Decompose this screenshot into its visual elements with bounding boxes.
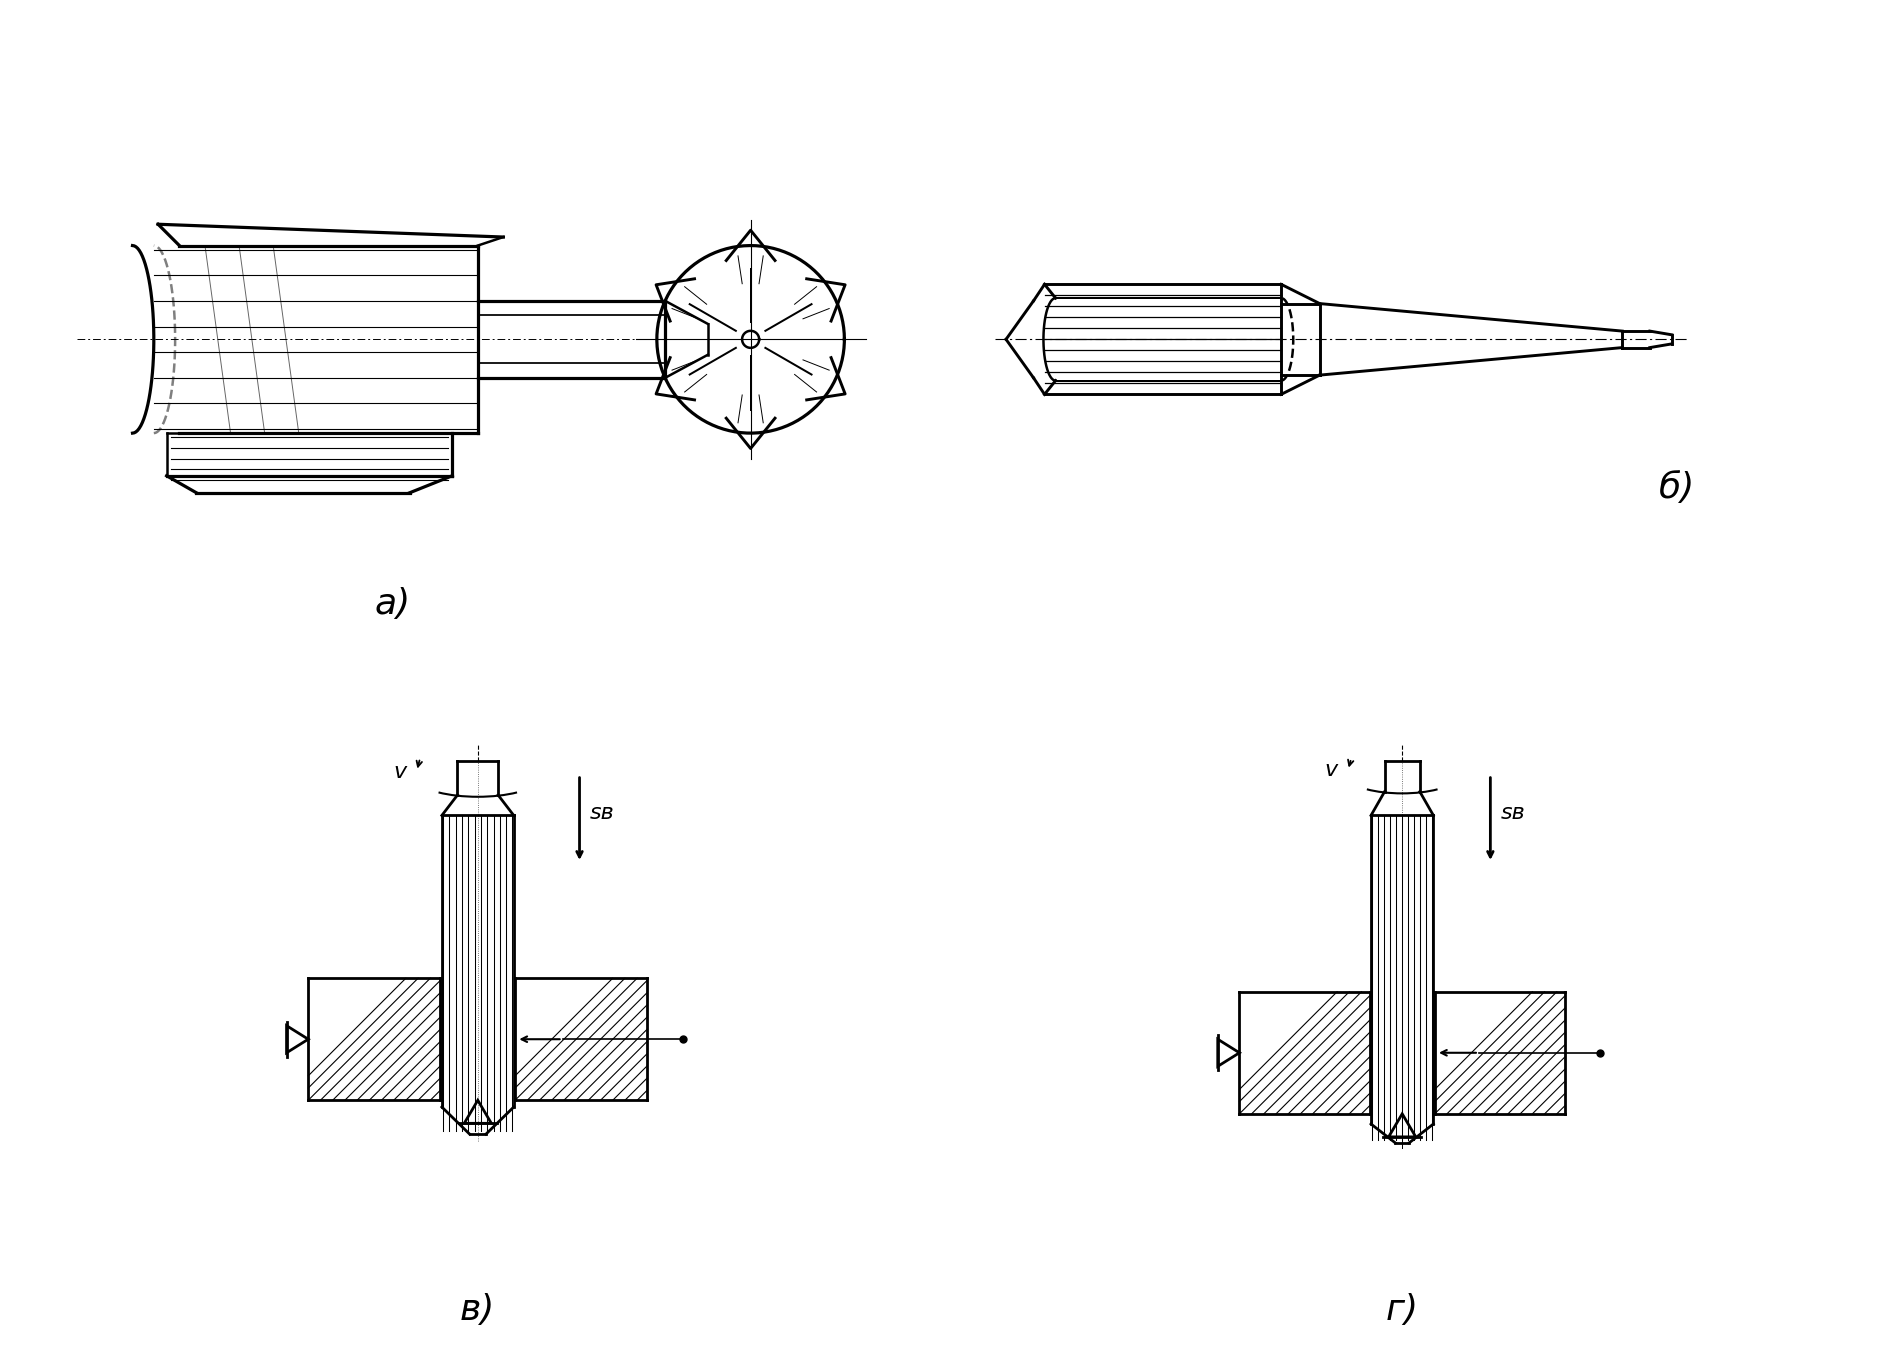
Text: б): б) [1660, 471, 1696, 505]
Text: а): а) [374, 587, 410, 621]
Text: v: v [393, 762, 406, 782]
Text: в): в) [461, 1294, 496, 1328]
Text: sв: sв [590, 803, 615, 823]
Text: sв: sв [1500, 803, 1525, 823]
Text: г): г) [1386, 1294, 1419, 1328]
Text: v: v [1324, 760, 1337, 781]
